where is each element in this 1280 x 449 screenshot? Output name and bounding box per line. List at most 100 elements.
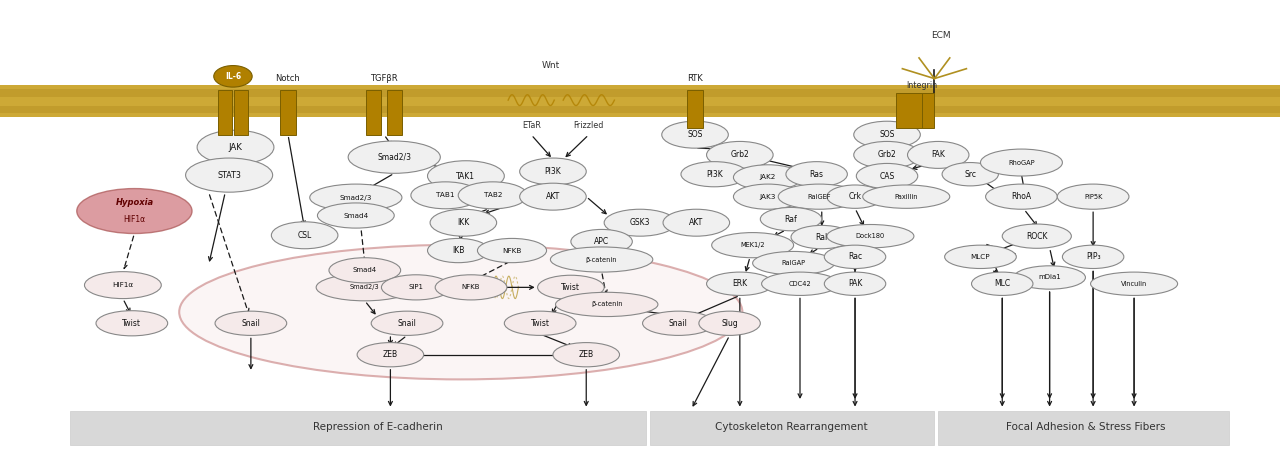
Ellipse shape <box>753 251 835 275</box>
Ellipse shape <box>197 130 274 164</box>
Ellipse shape <box>1091 272 1178 295</box>
Text: Crk: Crk <box>849 192 861 201</box>
Text: PAK: PAK <box>847 279 863 288</box>
Ellipse shape <box>1057 184 1129 209</box>
Text: APC: APC <box>594 237 609 246</box>
Text: RhoGAP: RhoGAP <box>1009 159 1034 166</box>
Text: IKK: IKK <box>457 218 470 227</box>
Text: Paxillin: Paxillin <box>895 194 918 200</box>
Ellipse shape <box>824 272 886 295</box>
FancyBboxPatch shape <box>70 411 646 445</box>
FancyBboxPatch shape <box>280 90 297 135</box>
Text: RTK: RTK <box>687 74 703 83</box>
Ellipse shape <box>945 245 1016 269</box>
Ellipse shape <box>863 185 950 208</box>
Ellipse shape <box>179 245 742 379</box>
Ellipse shape <box>520 183 586 210</box>
Text: MLCP: MLCP <box>970 254 991 260</box>
Ellipse shape <box>856 163 918 189</box>
Text: JAK: JAK <box>229 143 242 152</box>
Ellipse shape <box>435 275 507 300</box>
Ellipse shape <box>520 158 586 185</box>
Text: RalGAP: RalGAP <box>782 260 805 266</box>
Text: Repression of E-cadherin: Repression of E-cadherin <box>312 423 443 432</box>
Text: CAS: CAS <box>879 172 895 180</box>
Text: Twist: Twist <box>531 319 549 328</box>
Text: Slug: Slug <box>721 319 739 328</box>
Ellipse shape <box>854 141 920 168</box>
Text: TGFβR: TGFβR <box>370 74 398 83</box>
FancyBboxPatch shape <box>366 90 381 135</box>
Ellipse shape <box>371 311 443 335</box>
Ellipse shape <box>786 162 847 187</box>
Ellipse shape <box>329 258 401 283</box>
Ellipse shape <box>733 165 803 190</box>
Ellipse shape <box>762 272 838 295</box>
FancyBboxPatch shape <box>0 106 1280 113</box>
FancyBboxPatch shape <box>218 90 233 135</box>
Text: Integrin: Integrin <box>906 81 937 90</box>
Text: Raf: Raf <box>785 215 797 224</box>
Ellipse shape <box>699 311 760 335</box>
Text: PI3K: PI3K <box>544 167 562 176</box>
Text: TAB1: TAB1 <box>436 192 454 198</box>
Ellipse shape <box>854 121 920 148</box>
Text: AKT: AKT <box>689 218 704 227</box>
Text: Ras: Ras <box>810 170 823 179</box>
Text: Ral: Ral <box>815 233 828 242</box>
Text: RhoA: RhoA <box>1011 192 1032 201</box>
Text: Smad4: Smad4 <box>353 267 376 273</box>
Text: ZEB: ZEB <box>383 350 398 359</box>
Ellipse shape <box>778 184 860 209</box>
Text: Grb2: Grb2 <box>731 150 749 159</box>
Text: Focal Adhesion & Stress Fibers: Focal Adhesion & Stress Fibers <box>1006 423 1165 432</box>
Ellipse shape <box>84 272 161 299</box>
Text: TAB2: TAB2 <box>484 192 502 198</box>
Text: Notch: Notch <box>275 74 301 83</box>
Text: HIF1α: HIF1α <box>113 282 133 288</box>
Ellipse shape <box>662 121 728 148</box>
Text: Smad2/3: Smad2/3 <box>378 153 411 162</box>
Text: Src: Src <box>964 170 977 179</box>
Text: AKT: AKT <box>545 192 561 201</box>
Text: Smad2/3: Smad2/3 <box>349 284 380 291</box>
Ellipse shape <box>986 184 1057 209</box>
Text: PIP₃: PIP₃ <box>1085 252 1101 261</box>
Ellipse shape <box>681 162 748 187</box>
Text: SIP1: SIP1 <box>408 284 424 291</box>
Ellipse shape <box>357 343 424 367</box>
FancyBboxPatch shape <box>896 93 922 128</box>
Text: IKB: IKB <box>452 246 465 255</box>
Text: ERK: ERK <box>732 279 748 288</box>
Ellipse shape <box>827 224 914 248</box>
FancyBboxPatch shape <box>922 93 934 128</box>
Text: Snail: Snail <box>242 319 260 328</box>
FancyBboxPatch shape <box>0 89 1280 97</box>
Ellipse shape <box>791 225 852 249</box>
Ellipse shape <box>458 182 527 209</box>
Text: Vinculin: Vinculin <box>1121 281 1147 287</box>
Text: NFKB: NFKB <box>502 247 522 254</box>
Ellipse shape <box>538 275 604 299</box>
Text: GSK3: GSK3 <box>630 218 650 227</box>
Ellipse shape <box>504 311 576 335</box>
Text: NFKB: NFKB <box>462 284 480 291</box>
Text: JAK3: JAK3 <box>760 194 776 200</box>
Text: PI3K: PI3K <box>705 170 723 179</box>
Ellipse shape <box>712 233 794 258</box>
Text: MEK1/2: MEK1/2 <box>740 242 765 248</box>
Ellipse shape <box>77 189 192 233</box>
Ellipse shape <box>604 209 676 236</box>
Ellipse shape <box>643 311 714 335</box>
Ellipse shape <box>707 141 773 168</box>
Text: Hypoxia: Hypoxia <box>115 198 154 207</box>
Ellipse shape <box>556 292 658 317</box>
Text: Smad4: Smad4 <box>343 212 369 219</box>
FancyBboxPatch shape <box>0 85 1280 117</box>
Ellipse shape <box>760 207 822 231</box>
FancyBboxPatch shape <box>387 90 402 135</box>
Text: mDia1: mDia1 <box>1038 274 1061 281</box>
Text: Cytoskeleton Rearrangement: Cytoskeleton Rearrangement <box>714 423 868 432</box>
FancyBboxPatch shape <box>938 411 1229 445</box>
Ellipse shape <box>428 161 504 191</box>
